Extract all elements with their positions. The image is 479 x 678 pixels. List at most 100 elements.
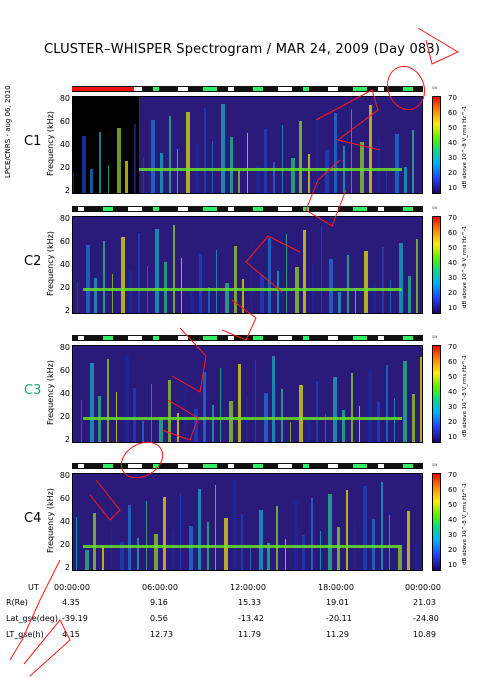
spectral-band	[232, 481, 236, 570]
colorbar-tick-label: 10	[448, 184, 457, 192]
status-segment	[328, 464, 338, 468]
spectral-band	[290, 158, 295, 193]
spectral-band	[411, 394, 415, 442]
status-segment	[153, 87, 159, 91]
spectrogram-c3	[72, 345, 423, 443]
spectral-band	[390, 280, 392, 313]
spectral-band	[250, 547, 251, 570]
ephemeris-value: -39.19	[62, 614, 88, 623]
spectral-band	[319, 531, 321, 570]
y-tick-label: 60	[59, 237, 70, 246]
spectral-band	[368, 369, 373, 442]
spectral-band	[107, 359, 110, 442]
spectral-band	[197, 489, 201, 570]
spectral-band	[320, 226, 322, 313]
colorbar-tick-label: 30	[448, 403, 457, 411]
status-segment	[128, 336, 142, 340]
colorbar-label: dB above 10^-8 V_rms Hz^-1	[462, 354, 468, 437]
spectral-band	[120, 237, 125, 313]
spectral-band	[281, 389, 284, 442]
colorbar-label: dB above 10^-8 V_rms Hz^-1	[462, 105, 468, 188]
satellite-label-c4: C4	[24, 511, 42, 526]
colorbar-header: sw	[432, 462, 438, 467]
spectral-band	[212, 141, 214, 193]
spectral-band	[164, 262, 167, 313]
status-segment	[353, 336, 367, 340]
status-segment	[128, 87, 142, 91]
spectral-band	[102, 546, 105, 570]
spectral-band	[255, 360, 256, 442]
spectral-band	[211, 405, 214, 442]
spectral-band	[277, 271, 280, 313]
colorbar-c1	[432, 96, 441, 194]
colorbar-tick-label: 50	[448, 244, 457, 252]
spectral-band	[381, 247, 384, 313]
spectral-band	[73, 173, 74, 193]
spectral-band	[360, 142, 365, 193]
spectral-band	[416, 239, 419, 313]
y-tick-label: 2	[64, 306, 70, 315]
spectral-band	[145, 501, 147, 570]
colorbar-tick-label: 60	[448, 486, 457, 494]
y-tick-label: 20	[59, 412, 70, 421]
emission-line	[139, 168, 402, 171]
spectral-band	[90, 169, 94, 193]
spectral-band	[293, 502, 298, 570]
status-segment	[253, 87, 263, 91]
spectral-band	[333, 377, 338, 442]
colorbar-tick-label: 10	[448, 561, 457, 569]
status-segment	[78, 336, 84, 340]
spectral-band	[406, 511, 410, 570]
colorbar-tick-label: 10	[448, 304, 457, 312]
colorbar-tick-label: 40	[448, 139, 457, 147]
status-segment	[303, 464, 309, 468]
spectral-band	[155, 229, 160, 313]
status-segment	[103, 464, 113, 468]
status-segment-red	[72, 87, 134, 91]
colorbar-tick-label: 70	[448, 471, 457, 479]
y-tick-label: 80	[59, 343, 70, 352]
status-strip-c4	[72, 463, 423, 469]
satellite-label-c3: C3	[24, 383, 42, 398]
x-tick-label: 18:00:00	[318, 583, 354, 592]
ephemeris-value: 9.16	[150, 598, 168, 607]
spectral-band	[151, 120, 156, 193]
spectral-band	[315, 381, 318, 442]
colorbar-header: sw	[432, 205, 438, 210]
spectral-band	[128, 505, 132, 570]
status-segment	[328, 207, 338, 211]
colorbar-label: dB above 10^-8 V_rms Hz^-1	[462, 225, 468, 308]
spectral-band	[328, 494, 333, 570]
spectral-band	[215, 485, 217, 570]
status-segment	[203, 464, 217, 468]
spectral-band	[172, 225, 175, 313]
spectral-band	[307, 418, 311, 442]
spectral-band	[111, 274, 113, 313]
spectral-band	[281, 125, 283, 193]
spectral-band	[220, 368, 222, 442]
spectral-band	[94, 278, 98, 313]
spectral-band	[307, 154, 310, 193]
colorbar-tick-label: 70	[448, 214, 457, 222]
status-segment	[278, 336, 292, 340]
status-strip-c1	[72, 86, 423, 92]
spectral-band	[228, 401, 233, 442]
spectral-band	[125, 161, 129, 193]
spectral-band	[247, 133, 248, 193]
status-segment	[303, 336, 309, 340]
spectral-band	[324, 414, 326, 442]
y-tick-label: 80	[59, 471, 70, 480]
spectral-band	[207, 287, 210, 313]
colorbar-c4	[432, 473, 441, 571]
y-tick-label: 80	[59, 214, 70, 223]
y-tick-label: 40	[59, 517, 70, 526]
spectral-band	[203, 108, 206, 193]
spectral-band	[351, 109, 353, 193]
spectral-band	[159, 417, 164, 442]
status-segment	[403, 464, 413, 468]
colorbar-tick-label: 50	[448, 501, 457, 509]
spectral-band	[133, 388, 137, 442]
spectral-band	[394, 398, 396, 442]
spectral-band	[190, 291, 195, 313]
